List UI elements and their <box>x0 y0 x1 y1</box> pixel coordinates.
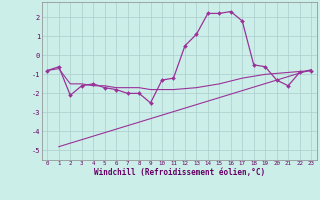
X-axis label: Windchill (Refroidissement éolien,°C): Windchill (Refroidissement éolien,°C) <box>94 168 265 177</box>
